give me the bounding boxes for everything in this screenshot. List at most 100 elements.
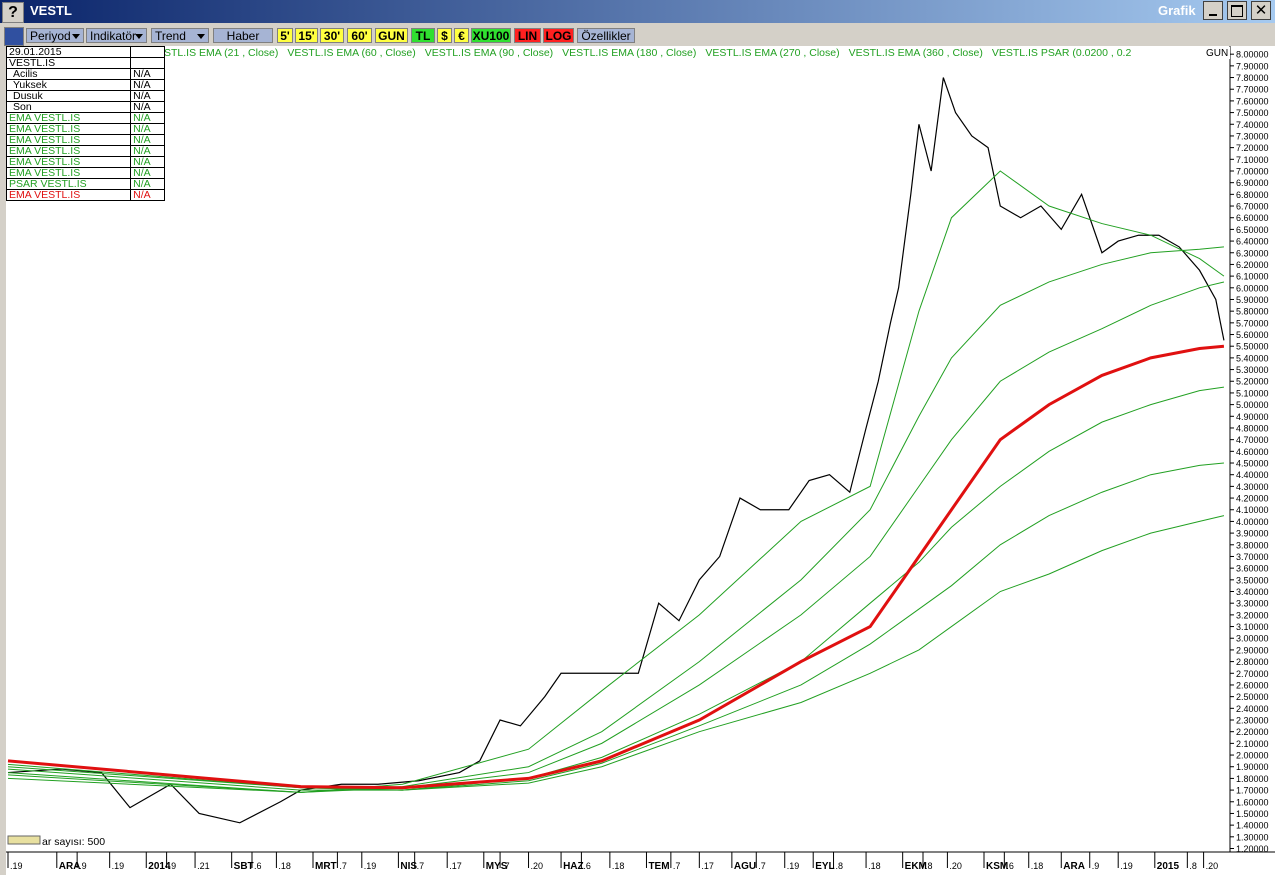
x-tick-label: MRT: [315, 861, 337, 872]
button-label: Indikatör: [90, 29, 137, 43]
x-tick-label: 2015: [1157, 861, 1180, 872]
x-tick-label: ARA: [59, 861, 81, 872]
x-tick-label: 2014: [148, 861, 171, 872]
button-label: GUN: [378, 29, 405, 43]
toolbar-button[interactable]: LOG: [543, 28, 574, 43]
button-label: 5': [280, 29, 290, 43]
toolbar-button[interactable]: Özellikler: [577, 28, 635, 43]
table-row: Yuksek N/A: [5, 79, 165, 91]
minimize-button[interactable]: [1203, 1, 1223, 20]
legend-entry: VESTL.IS PSAR (0.0200 , 0.2: [992, 47, 1132, 59]
toolbar-button[interactable]: XU100: [471, 28, 511, 43]
table-row: EMA VESTL.IS N/A: [5, 123, 165, 135]
y-tick-label: 7.60000: [1236, 96, 1269, 106]
button-label: XU100: [472, 29, 510, 43]
table-row: EMA VESTL.IS N/A: [5, 189, 165, 201]
table-row: Son N/A: [5, 101, 165, 113]
button-label: 15': [298, 29, 315, 43]
y-tick-label: 3.10000: [1236, 622, 1269, 632]
y-tick-label: 6.70000: [1236, 202, 1269, 212]
label-cell: Yuksek: [5, 79, 132, 91]
y-tick-label: 7.20000: [1236, 143, 1269, 153]
table-row: Dusuk N/A: [5, 90, 165, 102]
help-button[interactable]: ?: [2, 2, 24, 23]
y-tick-label: 2.30000: [1236, 716, 1269, 726]
table-row: EMA VESTL.IS N/A: [5, 167, 165, 179]
y-tick-label: 1.80000: [1236, 774, 1269, 784]
toolbar-button[interactable]: TL: [411, 28, 435, 43]
y-tick-label: 4.20000: [1236, 494, 1269, 504]
empty-cell: [130, 46, 165, 58]
toolbar-button[interactable]: Haber: [213, 28, 273, 43]
toolbar-button[interactable]: LIN: [514, 28, 541, 43]
y-tick-label: 7.30000: [1236, 131, 1269, 141]
x-tick-label: .8: [1189, 861, 1197, 871]
maximize-button[interactable]: [1227, 1, 1247, 20]
label-cell: EMA VESTL.IS: [5, 123, 132, 135]
y-tick-label: 4.30000: [1236, 482, 1269, 492]
y-tick-label: 5.50000: [1236, 342, 1269, 352]
toolbar-button[interactable]: €: [454, 28, 469, 43]
x-tick-label: .19: [364, 861, 377, 871]
button-label: €: [458, 29, 465, 43]
y-tick-label: 4.70000: [1236, 435, 1269, 445]
y-tick-label: 2.60000: [1236, 680, 1269, 690]
label-cell: EMA VESTL.IS: [5, 112, 132, 124]
y-tick-label: 1.60000: [1236, 797, 1269, 807]
label-cell: EMA VESTL.IS: [5, 189, 132, 201]
x-tick-label: .19: [10, 861, 23, 871]
x-tick-label: .20: [1206, 861, 1219, 871]
toolbar-button[interactable]: 30': [320, 28, 344, 43]
y-tick-label: 3.00000: [1236, 634, 1269, 644]
toolbar-button[interactable]: $: [437, 28, 452, 43]
y-tick-label: 4.40000: [1236, 470, 1269, 480]
x-tick-label: .19: [1120, 861, 1133, 871]
value-cell: N/A: [130, 167, 165, 179]
x-tick-label: .18: [612, 861, 625, 871]
y-tick-label: 1.20000: [1236, 844, 1269, 854]
y-tick-label: 3.60000: [1236, 564, 1269, 574]
info-table: 29.01.2015 VESTL.IS Acilis N/A Yuksek N/A Dusu…: [5, 46, 165, 201]
y-tick-label: 4.80000: [1236, 423, 1269, 433]
toolbar-button[interactable]: GUN: [375, 28, 408, 43]
toolbar-button[interactable]: 60': [347, 28, 372, 43]
x-tick-label: SBT: [234, 861, 254, 872]
x-tick-label: .19: [787, 861, 800, 871]
y-tick-label: 7.00000: [1236, 166, 1269, 176]
y-tick-label: 2.90000: [1236, 645, 1269, 655]
value-cell: N/A: [130, 123, 165, 135]
toolbar-button[interactable]: Periyod: [26, 28, 84, 43]
x-tick-label: ARA: [1063, 861, 1085, 872]
y-tick-label: 2.80000: [1236, 657, 1269, 667]
y-tick-label: 3.70000: [1236, 552, 1269, 562]
y-tick-label: 2.40000: [1236, 704, 1269, 714]
toolbar-button[interactable]: 5': [277, 28, 293, 43]
table-row: EMA VESTL.IS N/A: [5, 156, 165, 168]
label-cell: EMA VESTL.IS: [5, 156, 132, 168]
table-row: EMA VESTL.IS N/A: [5, 134, 165, 146]
toolbar-button[interactable]: Trend: [151, 28, 209, 43]
y-tick-label: 4.50000: [1236, 459, 1269, 469]
title-bar: ? VESTL Grafik ✕: [0, 0, 1275, 23]
y-tick-label: 6.00000: [1236, 283, 1269, 293]
y-tick-label: 6.50000: [1236, 225, 1269, 235]
legend-entry: VESTL.IS EMA (21 , Close): [150, 47, 278, 59]
series-line: [7, 515, 1225, 791]
close-button[interactable]: ✕: [1251, 1, 1271, 20]
toolbar-button[interactable]: 15': [295, 28, 318, 43]
y-tick-label: 6.20000: [1236, 260, 1269, 270]
y-tick-label: 1.40000: [1236, 821, 1269, 831]
legend-entry: VESTL.IS EMA (360 , Close): [849, 47, 983, 59]
label-cell: EMA VESTL.IS: [5, 167, 132, 179]
y-tick-label: 1.70000: [1236, 786, 1269, 796]
x-tick-label: .9: [79, 861, 87, 871]
y-tick-label: 5.60000: [1236, 330, 1269, 340]
table-row: Acilis N/A: [5, 68, 165, 80]
toolbar-button[interactable]: Indikatör: [86, 28, 147, 43]
y-tick-label: 5.00000: [1236, 400, 1269, 410]
plot-area: [6, 46, 1230, 852]
value-cell: N/A: [130, 101, 165, 113]
value-cell: N/A: [130, 79, 165, 91]
value-cell: N/A: [130, 156, 165, 168]
